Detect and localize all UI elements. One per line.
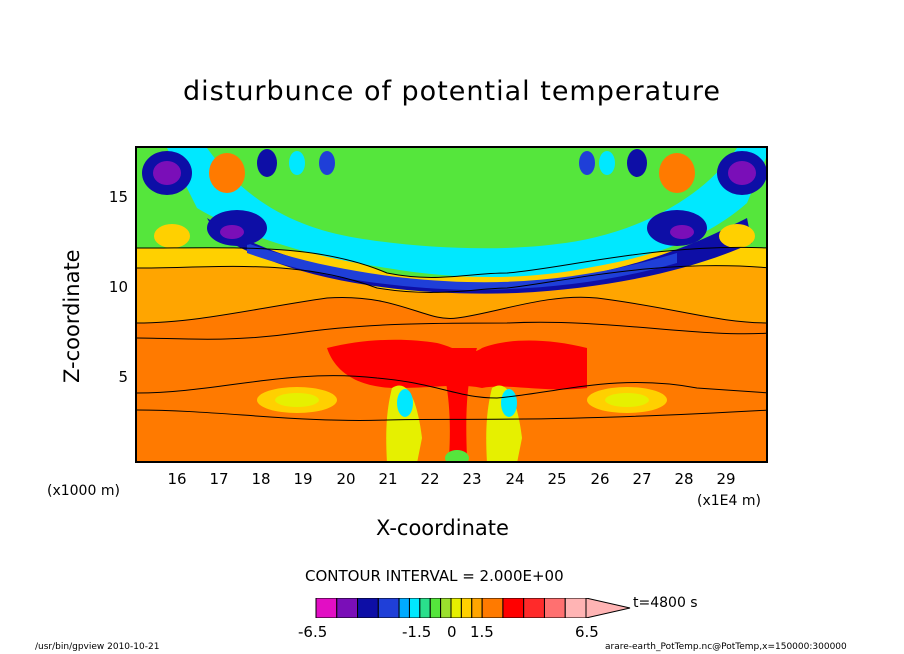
- warm-cell-right: [659, 153, 695, 193]
- warm-cell-left: [209, 153, 245, 193]
- x-axis-label: X-coordinate: [376, 516, 509, 540]
- x-tick-label: 29: [716, 470, 736, 488]
- x-scale-note: (x1E4 m): [697, 493, 761, 509]
- y-tick-label: 10: [108, 278, 128, 296]
- colorbar-swatch: [440, 598, 452, 618]
- x-tick-label: 23: [462, 470, 482, 488]
- x-tick-label: 22: [420, 470, 440, 488]
- colorbar-swatch: [419, 598, 431, 618]
- x-tick-label: 19: [293, 470, 313, 488]
- colorbar-swatch: [502, 598, 525, 618]
- footer-right: arare-earth_PotTemp.nc@PotTemp,x=150000:…: [605, 642, 847, 652]
- x-tick-label: 26: [590, 470, 610, 488]
- plume-left: [386, 385, 422, 461]
- colorbar-swatch: [481, 598, 504, 618]
- colorbar-label: -1.5: [402, 623, 432, 641]
- colorbar-swatch: [408, 598, 421, 618]
- colorbar-swatch: [564, 598, 587, 618]
- colorbar-swatch: [543, 598, 566, 618]
- x-tick-label: 18: [251, 470, 271, 488]
- blue-band: [247, 243, 677, 290]
- colorbar-swatch: [450, 598, 462, 618]
- footer-left: /usr/bin/gpview 2010-10-21: [35, 642, 160, 652]
- colorbar-label: -6.5: [298, 623, 328, 641]
- colorbar-swatch: [398, 598, 410, 618]
- colorbar-swatch: [336, 598, 359, 618]
- colorbar: [315, 598, 631, 618]
- x-tick-label: 20: [336, 470, 356, 488]
- x-tick-label: 27: [632, 470, 652, 488]
- x-tick-label: 21: [378, 470, 398, 488]
- colorbar-label: 0: [447, 623, 457, 641]
- colorbar-arrow: [585, 598, 631, 618]
- y-axis-label: Z-coordinate: [60, 249, 84, 383]
- colorbar-swatch: [357, 598, 379, 618]
- colorbar-swatch: [523, 598, 545, 618]
- x-tick-label: 16: [167, 470, 187, 488]
- x-unit-note: (x1000 m): [47, 483, 120, 499]
- colorbar-swatch: [377, 598, 400, 618]
- x-tick-label: 28: [674, 470, 694, 488]
- y-tick-label: 5: [118, 368, 128, 386]
- x-tick-label: 17: [209, 470, 229, 488]
- colorbar-label: 6.5: [575, 623, 599, 641]
- x-tick-label: 25: [547, 470, 567, 488]
- colorbar-swatch: [471, 598, 483, 618]
- cyan-band: [167, 148, 766, 277]
- contour-interval-label: CONTOUR INTERVAL = 2.000E+00: [305, 567, 564, 585]
- y-tick-label: 15: [108, 188, 128, 206]
- chart-title: disturbunce of potential temperature: [183, 76, 721, 107]
- time-label: t=4800 s: [633, 595, 698, 611]
- colorbar-swatch: [315, 598, 338, 618]
- x-tick-label: 24: [505, 470, 525, 488]
- colorbar-swatch: [429, 598, 442, 618]
- contour-field: [137, 148, 766, 461]
- colorbar-swatch: [460, 598, 473, 618]
- plot-area: [135, 146, 768, 463]
- colorbar-label: 1.5: [470, 623, 494, 641]
